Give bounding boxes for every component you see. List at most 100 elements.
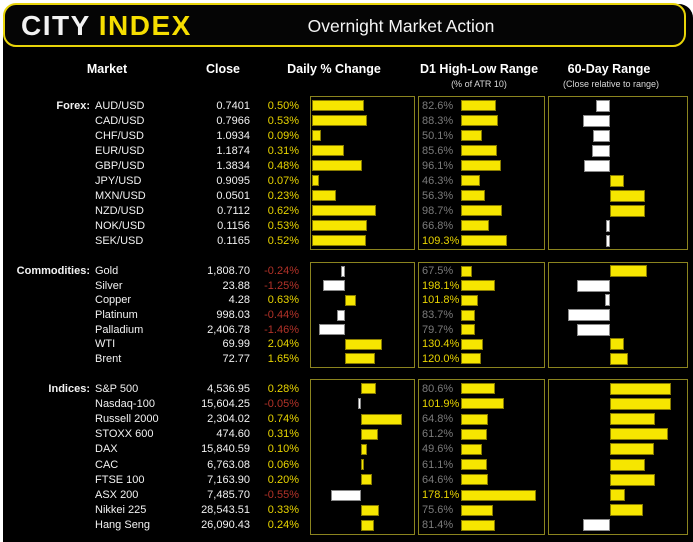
atr-bar: [461, 100, 496, 111]
atr-value: 61.2%: [422, 428, 454, 441]
change-value: -1.46%: [264, 323, 299, 336]
atr-value: 83.7%: [422, 309, 454, 321]
market-name: FTSE 100: [95, 473, 145, 486]
daily-change-bar: [345, 353, 375, 365]
change-value: -0.44%: [264, 309, 299, 321]
range60-bar: [610, 489, 625, 501]
column-header-d1-range: D1 High-Low Range: [419, 62, 539, 76]
atr-value: 120.0%: [422, 352, 460, 365]
atr-bar: [461, 413, 489, 425]
market-name: EUR/USD: [95, 144, 145, 157]
atr-bar: [461, 443, 482, 455]
atr-value: 66.8%: [422, 219, 454, 232]
change-value: 0.74%: [267, 413, 299, 425]
range60-panel: [548, 96, 688, 250]
column-subheader-atr: (% of ATR 10): [451, 79, 507, 89]
close-value: 0.7112: [217, 204, 250, 217]
market-name: CAD/USD: [95, 114, 145, 127]
daily-change-bar: [330, 489, 361, 501]
market-name: Palladium: [95, 323, 144, 336]
change-value: 0.62%: [267, 204, 299, 217]
change-value: -0.24%: [264, 265, 299, 278]
daily-change-bar: [361, 459, 365, 471]
atr-bar: [461, 280, 495, 292]
logo-index-text: INDEX: [98, 10, 192, 41]
daily-change-bar: [312, 175, 320, 186]
atr-bar: [461, 383, 495, 395]
range60-bar: [604, 294, 610, 307]
range60-bar: [610, 413, 655, 425]
atr-value: 75.6%: [422, 504, 454, 517]
close-value: 998.03: [216, 309, 250, 321]
city-index-logo: CITY INDEX: [21, 10, 192, 42]
change-value: 0.31%: [267, 428, 299, 441]
close-value: 7,485.70: [207, 489, 250, 501]
change-value: 0.31%: [267, 144, 299, 157]
close-value: 1,808.70: [207, 265, 250, 278]
atr-bar: [461, 324, 475, 336]
atr-bar: [461, 205, 503, 216]
atr-value: 64.6%: [422, 473, 454, 486]
atr-bar: [461, 309, 476, 321]
range60-bar: [592, 144, 610, 157]
atr-bar: [461, 145, 497, 156]
range60-bar: [610, 265, 647, 278]
atr-bar: [461, 265, 473, 277]
change-value: 0.33%: [267, 504, 299, 517]
change-value: 0.52%: [267, 234, 299, 247]
atr-value: 79.7%: [422, 323, 454, 336]
market-name: Hang Seng: [95, 519, 151, 532]
range60-bar: [610, 352, 628, 365]
atr-bar: [461, 160, 502, 171]
change-value: 0.50%: [267, 99, 299, 112]
market-name: STOXX 600: [95, 428, 154, 441]
column-header-market: Market: [86, 62, 128, 76]
market-name: MXN/USD: [95, 189, 146, 202]
range60-bar: [610, 504, 643, 517]
change-value: 0.53%: [267, 114, 299, 127]
atr-bar: [461, 353, 482, 365]
column-subheader-60day: (Close relative to range): [562, 79, 660, 89]
change-value: 0.63%: [267, 294, 299, 307]
daily-change-bar: [312, 220, 368, 231]
atr-value: 88.3%: [422, 114, 454, 127]
atr-value: 98.7%: [422, 204, 454, 217]
close-value: 0.1165: [217, 234, 250, 247]
daily-change-panel: [310, 262, 415, 368]
close-value: 1.1874: [216, 144, 250, 157]
section-label: Indices:: [48, 382, 90, 395]
close-value: 15,840.59: [201, 443, 250, 456]
atr-value: 178.1%: [422, 489, 460, 501]
daily-change-bar: [361, 474, 372, 486]
close-value: 15,604.25: [201, 397, 250, 410]
range60-bar: [596, 99, 610, 112]
atr-value: 56.3%: [422, 189, 454, 202]
market-name: CAC: [95, 458, 119, 471]
close-value: 0.7401: [216, 99, 250, 112]
atr-value: 64.8%: [422, 413, 454, 425]
range60-bar: [577, 323, 610, 336]
market-name: Brent: [95, 352, 122, 365]
atr-bar: [461, 504, 493, 516]
atr-bar: [461, 294, 479, 306]
change-value: -0.55%: [264, 489, 299, 501]
range60-bar: [610, 382, 672, 395]
change-value: 0.23%: [267, 189, 299, 202]
atr-bar: [461, 175, 481, 186]
daily-change-bar: [361, 519, 375, 531]
daily-change-bar: [312, 190, 336, 201]
column-header-close: Close: [205, 62, 241, 76]
change-value: -1.25%: [264, 279, 299, 292]
atr-bar: [461, 235, 507, 246]
market-name: Nasdaq-100: [95, 397, 155, 410]
atr-value: 81.4%: [422, 519, 454, 532]
range60-bar: [567, 309, 610, 321]
market-name: DAX: [95, 443, 118, 456]
daily-change-bar: [361, 413, 402, 425]
page-title: Overnight Market Action: [307, 16, 495, 36]
atr-bar: [461, 398, 504, 410]
daily-change-bar: [358, 398, 361, 410]
range60-bar: [610, 174, 624, 187]
close-value: 72.77: [222, 352, 250, 365]
